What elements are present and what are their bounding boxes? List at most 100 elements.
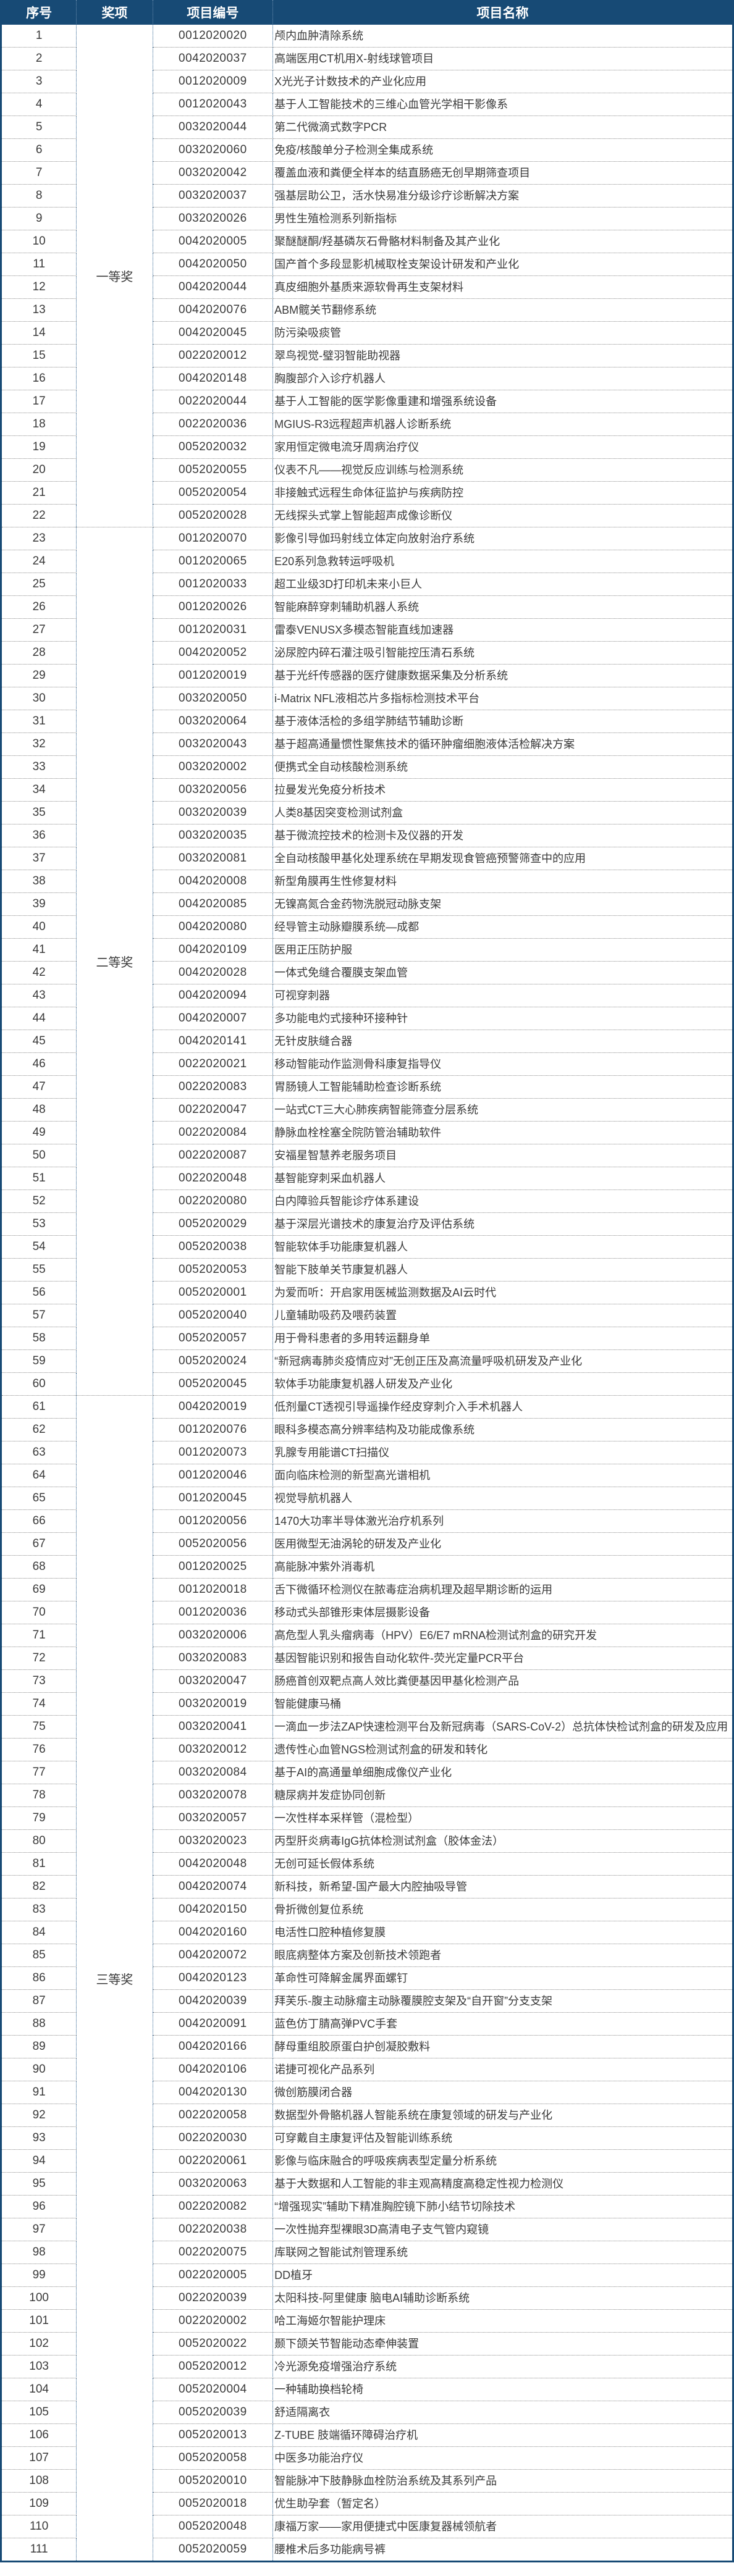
project-name: 泌尿腔内碎石灌注吸引智能控压清石系统 [272,641,733,665]
table-row: 103 0052020012 冷光源免疫增强治疗系统 [1,2355,733,2378]
project-code: 0042020039 [153,1989,274,2013]
project-code: 0042020091 [153,2012,274,2036]
table-row: 26 0012020026 智能麻醉穿刺辅助机器人系统 [1,595,733,619]
row-number: 27 [1,618,77,642]
table-row: 86 0042020123 革命性可降解金属界面螺钉 [1,1966,733,1990]
project-code: 0022020082 [153,2195,274,2218]
project-name: 一体式免缝合覆膜支架血管 [272,961,733,984]
project-code: 0042020085 [153,892,274,916]
row-number: 38 [1,870,77,893]
row-number: 33 [1,755,77,779]
project-code: 0042020076 [153,298,274,322]
row-number: 15 [1,344,77,367]
project-code: 0052020018 [153,2492,274,2515]
project-name: 全自动核酸甲基化处理系统在早期发现食管癌预警筛查中的应用 [272,847,733,870]
project-name: 翠鸟视觉-璧羽智能助视器 [272,344,733,367]
row-number: 51 [1,1167,77,1190]
project-name: 安福星智慧养老服务项目 [272,1144,733,1167]
project-name: 一次性抛弃型裸眼3D高清电子支气管内窥镜 [272,2218,733,2241]
table-row: 93 0022020030 可穿戴自主康复评估及智能训练系统 [1,2126,733,2150]
project-code: 0022020030 [153,2126,274,2150]
project-code: 0042020052 [153,641,274,665]
project-name: 经导管主动脉瓣膜系统—成都 [272,915,733,939]
row-number: 81 [1,1852,77,1876]
row-number: 58 [1,1327,77,1350]
table-row: 109 0052020018 优生助孕套（暂定名） [1,2492,733,2515]
table-row: 8 0032020037 强基层助公卫，活水快易准分级诊疗诊断解决方案 [1,184,733,208]
project-name: 哈工海姬尔智能护理床 [272,2309,733,2333]
project-code: 0012020043 [153,93,274,116]
row-number: 13 [1,298,77,322]
row-number: 83 [1,1898,77,1921]
row-number: 50 [1,1144,77,1167]
project-code: 0032020039 [153,801,274,824]
table-row: 53 0052020029 基于深层光谱技术的康复治疗及评估系统 [1,1212,733,1236]
project-name: 为爱而听：开启家用医械监测数据及AI云时代 [272,1281,733,1304]
project-code: 0042020148 [153,367,274,390]
table-row: 57 0052020040 儿童辅助吸药及喂药装置 [1,1304,733,1327]
project-code: 0012020020 [153,25,274,48]
project-code: 0052020059 [153,2538,274,2562]
row-number: 9 [1,207,77,230]
project-name: “新冠病毒肺炎疫情应对”无创正压及高流量呼吸机研发及产业化 [272,1349,733,1373]
table-row: 42 0042020028 一体式免缝合覆膜支架血管 [1,961,733,984]
project-code: 0052020022 [153,2332,274,2356]
row-number: 100 [1,2286,77,2310]
row-number: 12 [1,275,77,299]
row-number: 111 [1,2538,77,2562]
row-number: 109 [1,2492,77,2515]
project-name: 无创可延长假体系统 [272,1852,733,1876]
table-row: 45 0042020141 无针皮肤缝合器 [1,1030,733,1053]
table-row: 97 0022020038 一次性抛弃型裸眼3D高清电子支气管内窥镜 [1,2218,733,2241]
project-name: 一种辅助换档轮椅 [272,2378,733,2401]
row-number: 53 [1,1212,77,1236]
row-number: 82 [1,1875,77,1898]
row-number: 74 [1,1692,77,1716]
table-row: 83 0042020150 骨折微创复位系统 [1,1898,733,1921]
row-number: 35 [1,801,77,824]
row-number: 3 [1,70,77,93]
project-name: 低剂量CT透视引导遥操作经皮穿刺介入手术机器人 [272,1395,733,1419]
project-code: 0042020007 [153,1007,274,1030]
table-row: 61 三等奖 0042020019 低剂量CT透视引导遥操作经皮穿刺介入手术机器人 [1,1395,733,2562]
project-name: 智能健康马桶 [272,1692,733,1716]
project-code: 0032020084 [153,1761,274,1784]
table-row: 52 0022020080 白内障验兵智能诊疗体系建设 [1,1189,733,1213]
table-row: 84 0042020160 电活性口腔种植修复膜 [1,1921,733,1944]
row-number: 93 [1,2126,77,2150]
table-row: 4 0012020043 基于人工智能技术的三维心血管光学相干影像系 [1,93,733,116]
row-number: 61 [1,1395,77,1419]
project-name: 防污染吸痰管 [272,321,733,345]
row-number: 103 [1,2355,77,2378]
project-code: 0012020031 [153,618,274,642]
table-row: 31 0032020064 基于液体活检的多组学肺结节辅助诊断 [1,710,733,733]
row-number: 102 [1,2332,77,2356]
project-name: ABM髋关节翻修系统 [272,298,733,322]
award-level: 二等奖 [76,527,153,1396]
project-name: 高端医用CT机用X-射线球管项目 [272,47,733,70]
project-code: 0052020057 [153,1327,274,1350]
project-name: 多功能电灼式接种环接种针 [272,1007,733,1030]
table-row: 108 0052020010 智能脉冲下肢静脉血栓防治系统及其系列产品 [1,2469,733,2493]
project-code: 0022020039 [153,2286,274,2310]
project-code: 0042020106 [153,2058,274,2081]
project-code: 0052020028 [153,504,274,527]
table-row: 41 0042020109 医用正压防护服 [1,938,733,962]
row-number: 110 [1,2515,77,2538]
row-number: 65 [1,1487,77,1510]
project-code: 0052020029 [153,1212,274,1236]
project-name: 医用正压防护服 [272,938,733,962]
project-name: 腰椎术后多功能病号裤 [272,2538,733,2562]
project-code: 0012020056 [153,1509,274,1533]
row-number: 88 [1,2012,77,2036]
project-code: 0012020045 [153,1487,274,1510]
project-code: 0042020141 [153,1030,274,1053]
project-code: 0042020008 [153,870,274,893]
row-number: 98 [1,2241,77,2264]
table-row: 29 0012020019 基于光纤传感器的医疗健康数据采集及分析系统 [1,664,733,687]
table-row: 6 0032020060 免疫/核酸单分子检测全集成系统 [1,138,733,162]
table-row: 13 0042020076 ABM髋关节翻修系统 [1,298,733,322]
project-name: 国产首个多段显影机械取栓支架设计研发和产业化 [272,253,733,276]
row-number: 52 [1,1189,77,1213]
project-name: 影像与临床融合的呼吸疾病表型定量分析系统 [272,2149,733,2173]
